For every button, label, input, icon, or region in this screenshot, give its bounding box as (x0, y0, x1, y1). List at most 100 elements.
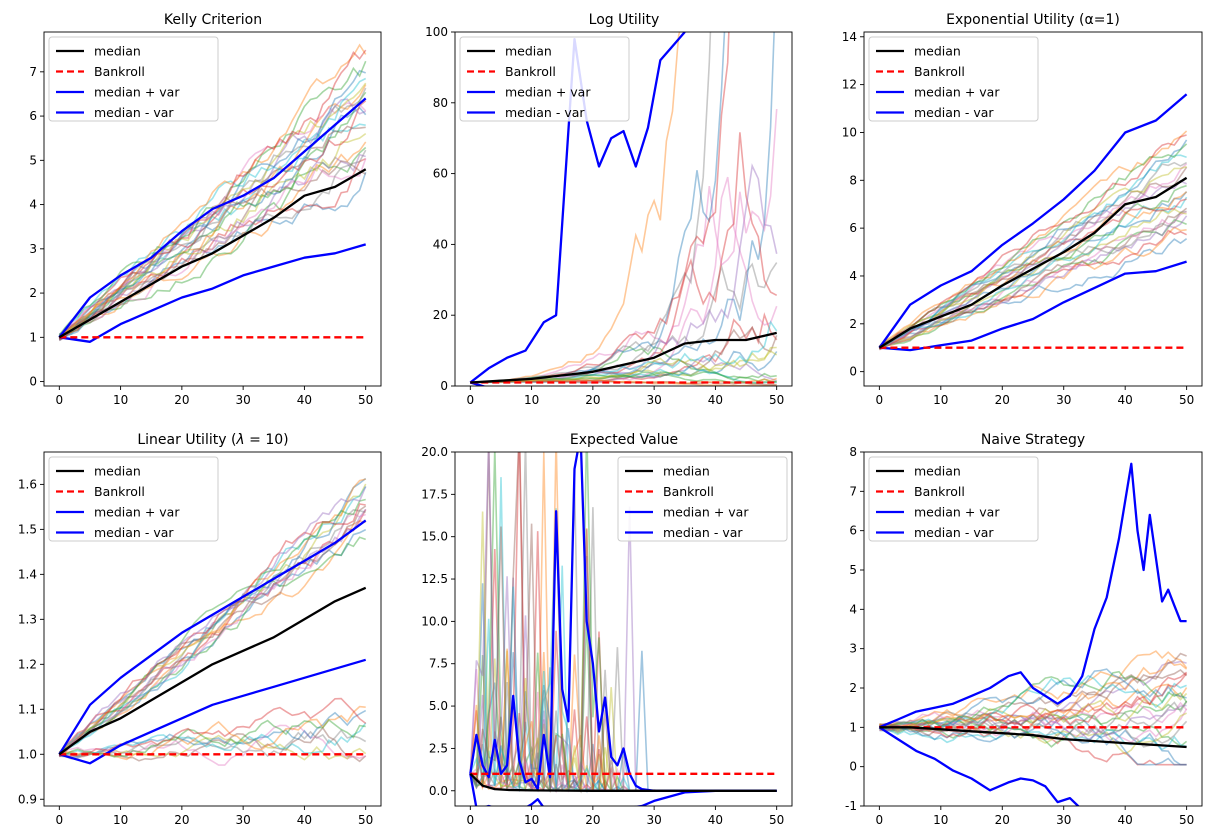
y-tick-label: 14 (842, 30, 857, 44)
plot-area (878, 93, 1188, 352)
subplot-linear-utility: Linear Utility (λ = 10) 0 10 20 30 40 50 0.9 1.… (18, 432, 382, 827)
y-tick-label: 6 (849, 524, 857, 538)
legend: median Bankroll median + var median - var (459, 36, 630, 122)
trajectory-line (879, 658, 1188, 731)
trajectory-line (58, 91, 367, 340)
trajectory-line (879, 652, 1187, 737)
x-tick-label: 20 (174, 813, 189, 827)
trajectory-line (878, 166, 1188, 348)
trajectory-line (59, 160, 367, 337)
legend-label: median (663, 464, 710, 479)
y-tick-label: 4 (29, 198, 37, 212)
median-plus-var-line (878, 93, 1188, 349)
y-tick-label: 2 (849, 317, 857, 331)
y-tick-label: 1.5 (18, 522, 37, 536)
x-tick-label: 10 (113, 813, 128, 827)
trajectory-line (58, 69, 366, 341)
axes-frame (454, 451, 793, 807)
trajectory-line (58, 528, 367, 757)
y-tick-label: 0.9 (18, 792, 37, 806)
legend-label: median + var (94, 505, 180, 520)
trajectory-line (470, 378, 777, 386)
y-tick-label: 6 (29, 109, 37, 123)
x-tick-label: 0 (466, 393, 474, 407)
trajectory-line (879, 650, 1188, 729)
x-tick-label: 30 (646, 393, 661, 407)
x-tick-label: 50 (769, 393, 784, 407)
median-plus-var-line (878, 462, 1187, 729)
trajectory-line (879, 672, 1188, 739)
trajectory-line (879, 711, 1188, 748)
axes-frame (454, 31, 793, 387)
y-tick-label: 2.5 (429, 741, 448, 755)
legend-label: Bankroll (914, 64, 965, 79)
trajectory-line (879, 143, 1188, 350)
y-tick-label: 60 (433, 167, 448, 181)
x-tick-label: 30 (235, 813, 250, 827)
y-tick-label: 1.4 (18, 567, 37, 581)
plot-area (878, 462, 1188, 806)
axes-frame (43, 31, 382, 387)
x-tick-label: 0 (876, 813, 884, 827)
x-tick-label: 50 (358, 813, 373, 827)
trajectory-line (58, 478, 366, 758)
trajectory-line (878, 139, 1188, 349)
trajectory-line (58, 106, 367, 338)
plot-area (58, 477, 367, 766)
trajectory-line (879, 210, 1187, 347)
y-tick-label: 5.0 (429, 699, 448, 713)
trajectory-line (58, 100, 367, 338)
trajectory-line (58, 512, 366, 757)
trajectory-line (58, 49, 367, 341)
trajectory-line (58, 123, 366, 341)
y-tick-label: 0.0 (429, 784, 448, 798)
y-tick-label: 10 (842, 125, 857, 139)
subplot-title: Log Utility (589, 12, 660, 28)
subplot-title: Exponential Utility (α=1) (946, 12, 1120, 28)
x-tick-label: 10 (113, 393, 128, 407)
legend-box (48, 36, 219, 122)
y-tick-label: 4 (849, 269, 857, 283)
y-tick-label: 1 (29, 330, 37, 344)
x-tick-label: 20 (995, 813, 1010, 827)
x-tick-label: 40 (297, 813, 312, 827)
y-tick-label: 1.1 (18, 702, 37, 716)
trajectory-line (59, 729, 367, 760)
trajectory-line (59, 146, 367, 337)
legend-label: median - var (505, 105, 585, 120)
trajectory-line (879, 691, 1188, 732)
trajectory-line (58, 149, 367, 339)
legend-box (617, 456, 788, 542)
trajectory-line (58, 483, 367, 753)
legend: median Bankroll median + var median - var (868, 456, 1039, 542)
y-tick-label: 20.0 (421, 445, 448, 459)
y-tick-label: 20 (433, 308, 448, 322)
x-tick-label: 10 (933, 393, 948, 407)
y-tick-label: 1.6 (18, 477, 37, 491)
y-tick-label: 1.0 (18, 747, 37, 761)
y-tick-label: 0 (849, 365, 857, 379)
trajectory-line (879, 163, 1188, 351)
trajectory-line (58, 102, 367, 337)
trajectory-line (58, 77, 367, 337)
trajectory-line (879, 218, 1187, 351)
legend: median Bankroll median + var median - var (617, 456, 788, 542)
y-tick-label: 3 (849, 642, 857, 656)
trajectory-line (59, 705, 366, 761)
y-tick-label: 17.5 (421, 487, 448, 501)
legend-label: median + var (94, 85, 180, 100)
legend-label: median - var (663, 525, 743, 540)
x-tick-label: 0 (466, 813, 474, 827)
y-tick-label: 6 (849, 221, 857, 235)
trajectory-line (879, 683, 1188, 729)
trajectory-line (879, 708, 1188, 744)
y-tick-label: 5 (29, 153, 37, 167)
legend-box (868, 36, 1039, 122)
trajectory-line (470, 345, 777, 384)
y-tick-label: 12 (842, 78, 857, 92)
trajectory-line (58, 505, 367, 753)
median-minus-var-line (469, 381, 487, 386)
trajectory-line (879, 674, 1187, 731)
y-tick-label: -1 (845, 799, 857, 813)
